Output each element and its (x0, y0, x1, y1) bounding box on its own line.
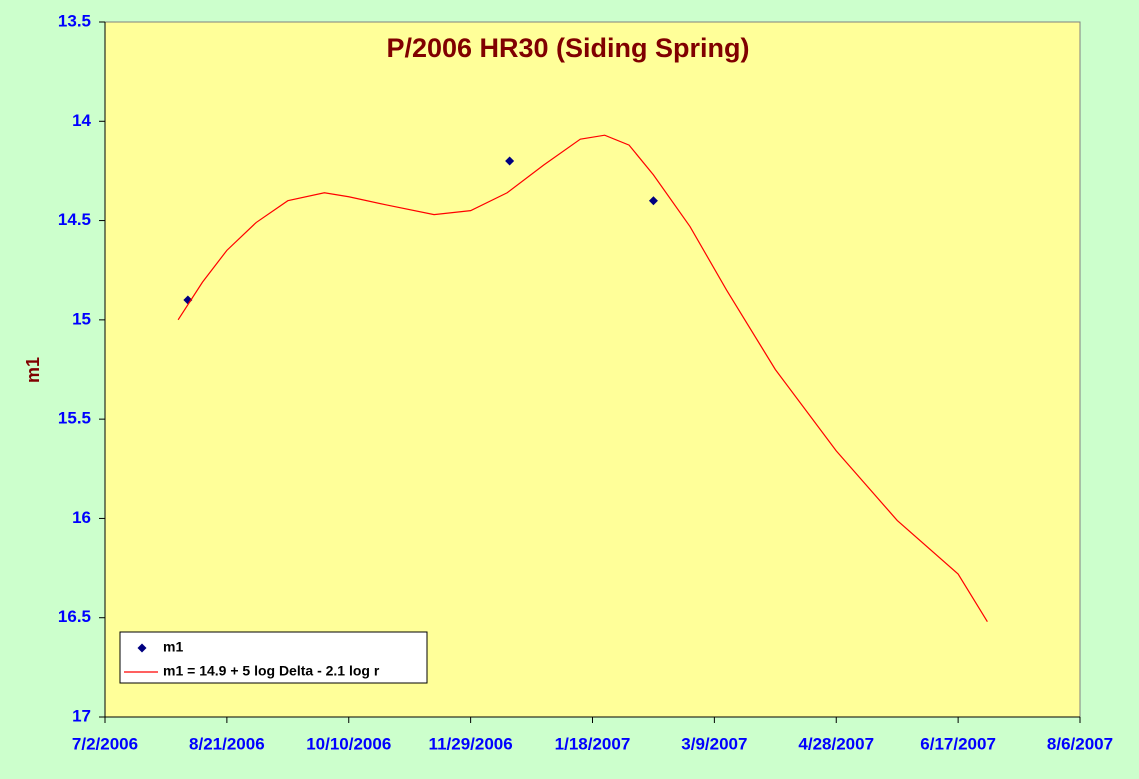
y-tick-label: 13.5 (58, 11, 91, 30)
y-tick-label: 16 (72, 508, 91, 527)
x-tick-label: 1/18/2007 (555, 734, 631, 753)
y-tick-label: 14.5 (58, 210, 91, 229)
data-point (505, 156, 515, 166)
legend-label: m1 = 14.9 + 5 log Delta - 2.1 log r (163, 663, 380, 679)
x-tick-label: 8/21/2006 (189, 734, 265, 753)
x-tick-label: 4/28/2007 (798, 734, 874, 753)
y-tick-label: 15 (72, 309, 91, 328)
x-tick-label: 6/17/2007 (920, 734, 996, 753)
y-axis-label: m1 (23, 357, 43, 383)
x-tick-label: 10/10/2006 (306, 734, 391, 753)
legend-label: m1 (163, 639, 183, 655)
y-tick-label: 15.5 (58, 409, 91, 428)
y-tick-label: 14 (72, 111, 91, 130)
legend (119, 631, 428, 684)
plot-area (104, 21, 1081, 718)
y-tick-label: 17 (72, 706, 91, 725)
x-tick-label: 11/29/2006 (429, 734, 513, 753)
x-tick-label: 3/9/2007 (681, 734, 747, 753)
chart-title: P/2006 HR30 (Siding Spring) (386, 33, 749, 63)
data-point (648, 196, 658, 206)
x-tick-label: 8/6/2007 (1047, 734, 1113, 753)
fit-line (177, 134, 988, 622)
y-tick-label: 16.5 (58, 607, 91, 626)
x-tick-label: 7/2/2006 (72, 734, 138, 753)
legend-symbol (137, 643, 147, 653)
